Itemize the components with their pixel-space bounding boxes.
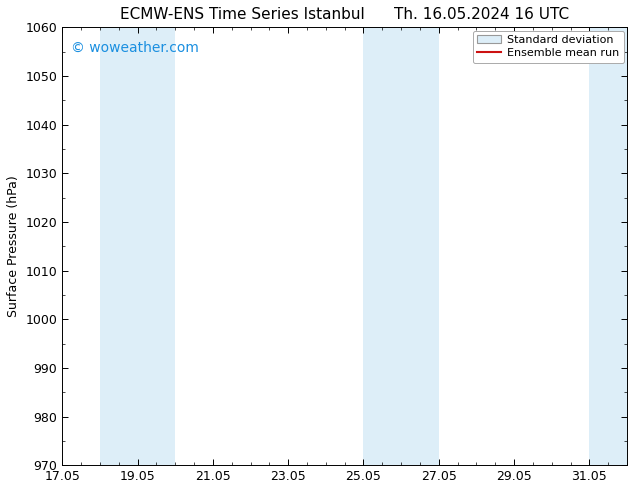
- Text: © woweather.com: © woweather.com: [71, 40, 198, 54]
- Bar: [100, 27, 175, 465]
- Title: ECMW-ENS Time Series Istanbul      Th. 16.05.2024 16 UTC: ECMW-ENS Time Series Istanbul Th. 16.05.…: [120, 7, 569, 22]
- Bar: [590, 27, 634, 465]
- Y-axis label: Surface Pressure (hPa): Surface Pressure (hPa): [7, 175, 20, 317]
- Legend: Standard deviation, Ensemble mean run: Standard deviation, Ensemble mean run: [472, 30, 624, 63]
- Bar: [363, 27, 439, 465]
